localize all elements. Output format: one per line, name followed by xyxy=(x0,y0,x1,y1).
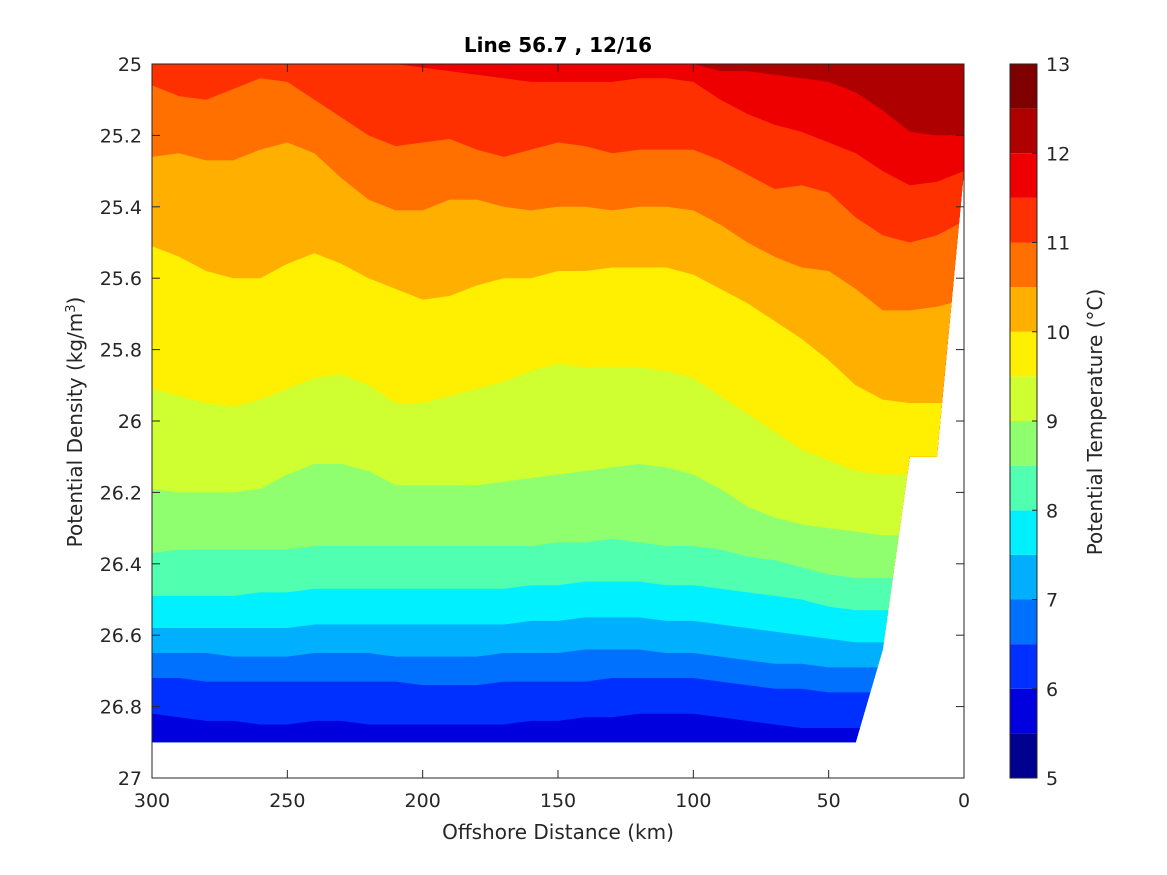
y-tick-label: 25.8 xyxy=(100,340,142,362)
y-axis-label: Potential Density (kg/m3) xyxy=(63,297,87,548)
colorbar-label: Potential Temperature (°C) xyxy=(1083,289,1107,556)
colorbar-swatch xyxy=(1010,688,1037,734)
colorbar-tick-label: 8 xyxy=(1046,500,1058,522)
colorbar: 5 6 7 8 9 10 11 12 13 xyxy=(1009,54,1070,790)
x-axis-label: Offshore Distance (km) xyxy=(442,820,674,844)
colorbar-swatch xyxy=(1010,64,1037,109)
colorbar-tick-label: 9 xyxy=(1046,411,1058,433)
x-tick-label: 0 xyxy=(958,790,970,812)
x-tick-label: 100 xyxy=(675,790,711,812)
x-tick-label: 50 xyxy=(817,790,841,812)
y-tick-label: 25.2 xyxy=(100,125,142,147)
colorbar-swatch xyxy=(1010,644,1037,689)
colorbar-swatch xyxy=(1010,108,1037,154)
colorbar-tick-label: 12 xyxy=(1046,143,1070,165)
chart-title: Line 56.7 , 12/16 xyxy=(464,33,652,57)
colorbar-tick-label: 7 xyxy=(1046,590,1058,612)
colorbar-swatch xyxy=(1010,733,1037,778)
colorbar-swatch xyxy=(1010,465,1037,511)
colorbar-swatch xyxy=(1010,287,1037,332)
colorbar-tick-label: 10 xyxy=(1046,322,1070,344)
y-axis-label-close: ) xyxy=(63,297,87,305)
band-below-6 xyxy=(152,713,964,743)
colorbar-swatch xyxy=(1010,153,1037,198)
y-axis: 25 25.2 25.4 25.6 25.8 26 26.2 26.4 26.6 26.8 27 xyxy=(100,54,964,790)
colorbar-tick-label: 13 xyxy=(1046,54,1070,76)
x-axis: 300 250 200 150 100 50 0 xyxy=(134,64,970,812)
y-tick-label: 26 xyxy=(118,411,142,433)
y-axis-label-text: Potential Density (kg/m xyxy=(63,313,87,548)
x-tick-label: 150 xyxy=(540,790,576,812)
colorbar-tick-label: 5 xyxy=(1046,768,1058,790)
y-tick-label: 25.6 xyxy=(100,268,142,290)
y-tick-label: 26.4 xyxy=(100,554,142,576)
colorbar-tick-label: 6 xyxy=(1046,679,1058,701)
x-tick-label: 200 xyxy=(405,790,441,812)
y-tick-label: 25 xyxy=(118,54,142,76)
colorbar-swatch xyxy=(1010,599,1037,645)
y-axis-label-superscript: 3 xyxy=(64,304,79,312)
colorbar-swatch xyxy=(1010,376,1037,421)
colorbar-swatch xyxy=(1010,510,1037,555)
y-tick-label: 26.6 xyxy=(100,625,142,647)
y-tick-label: 25.4 xyxy=(100,197,142,219)
colorbar-swatch xyxy=(1010,197,1037,243)
x-tick-label: 250 xyxy=(269,790,305,812)
y-tick-label: 27 xyxy=(118,768,142,790)
colorbar-swatch xyxy=(1010,242,1037,288)
x-tick-label: 300 xyxy=(134,790,170,812)
colorbar-swatch xyxy=(1010,554,1037,600)
y-tick-label: 26.2 xyxy=(100,482,142,504)
colorbar-swatch xyxy=(1010,421,1037,466)
colorbar-tick-label: 11 xyxy=(1046,233,1070,255)
y-tick-label: 26.8 xyxy=(100,697,142,719)
contour-bands xyxy=(152,64,964,743)
colorbar-swatch xyxy=(1010,331,1037,377)
